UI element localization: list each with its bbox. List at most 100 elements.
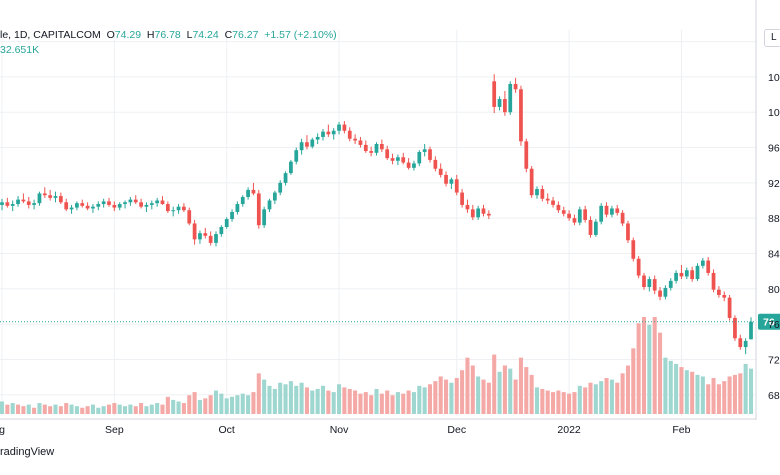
- volume-bar: [58, 406, 63, 414]
- candle-body: [652, 279, 657, 291]
- candle-body: [690, 270, 695, 280]
- volume-bar: [26, 404, 31, 414]
- candle-body: [69, 207, 74, 210]
- candle-body: [385, 149, 390, 159]
- candle-body: [37, 193, 42, 204]
- volume-bar: [411, 392, 416, 414]
- candle-body: [658, 290, 662, 297]
- candle-body: [711, 272, 716, 290]
- candle-body: [412, 163, 416, 168]
- candle-body: [278, 182, 283, 193]
- volume-bar: [625, 365, 630, 414]
- volume-bar: [256, 373, 261, 414]
- candle-body: [230, 211, 234, 220]
- volume-bar: [668, 360, 673, 414]
- volume-bar: [716, 384, 721, 414]
- ohlc-legend: le, 1D, CAPITALCOM O74.29 H76.78 L74.24 …: [0, 29, 337, 41]
- candle-body: [326, 131, 331, 135]
- candle-body: [321, 131, 325, 137]
- volume-bar: [524, 367, 529, 414]
- volume-bar: [540, 388, 545, 414]
- y-tick-label: 84: [768, 248, 780, 260]
- candle-body: [117, 204, 122, 208]
- volume-bar: [454, 378, 459, 414]
- candle-body: [695, 265, 700, 280]
- volume-bar: [599, 381, 604, 414]
- candle-body: [631, 240, 636, 259]
- y-tick-label: 68: [768, 390, 780, 402]
- volume-bar: [690, 371, 695, 414]
- candle-body: [733, 317, 737, 339]
- volume-bar: [513, 379, 518, 414]
- candle-body: [620, 212, 625, 224]
- low-value: 74.24: [192, 29, 219, 41]
- volume-bar: [106, 404, 112, 414]
- candle-body: [401, 157, 406, 163]
- volume-bar: [342, 387, 347, 414]
- volume-bar: [679, 367, 684, 414]
- volume-bar: [652, 317, 657, 414]
- volume-bar: [187, 395, 192, 414]
- candle-body: [460, 192, 464, 205]
- candle-body: [85, 205, 90, 209]
- candle-body: [91, 206, 95, 209]
- candle-body: [21, 199, 26, 202]
- volume-bar: [641, 317, 647, 414]
- volume-bar: [0, 401, 5, 414]
- x-tick-label: Sep: [105, 424, 124, 436]
- high-value: 76.78: [154, 29, 181, 41]
- symbol-label[interactable]: le, 1D, CAPITALCOM: [0, 29, 101, 41]
- volume-bar: [80, 407, 85, 414]
- volume-bar: [433, 381, 438, 414]
- scale-mode-button[interactable]: L: [764, 29, 780, 47]
- volume-bar: [706, 384, 711, 414]
- volume-bar: [128, 404, 133, 414]
- candle-body: [96, 204, 101, 207]
- candle-body: [198, 233, 202, 240]
- candle-body: [369, 151, 374, 153]
- candle-body: [64, 202, 69, 210]
- volume-bar: [310, 390, 315, 414]
- low-label: L: [186, 29, 193, 41]
- candle-body: [519, 89, 523, 142]
- candle-body: [214, 234, 218, 243]
- volume-bar: [444, 379, 449, 414]
- volume-bar: [636, 323, 641, 414]
- candle-body: [567, 213, 571, 219]
- close-label: C: [224, 29, 233, 41]
- candle-body: [422, 149, 427, 152]
- candle-body: [58, 196, 63, 203]
- volume-bar: [684, 370, 689, 414]
- volume-bar: [10, 403, 15, 414]
- volume-bar: [572, 392, 577, 414]
- candle-body: [396, 157, 400, 161]
- volume-bar: [133, 406, 138, 414]
- candle-body: [438, 168, 443, 175]
- candle-body: [481, 208, 486, 214]
- candle-body: [75, 203, 79, 208]
- volume-legend: 32.651K: [0, 44, 40, 56]
- volume-bar: [577, 385, 582, 414]
- candle-body: [593, 221, 598, 235]
- volume-bar: [320, 385, 326, 414]
- candle-body: [262, 209, 267, 226]
- volume-bar: [203, 398, 208, 414]
- volume-bar: [481, 379, 486, 414]
- candle-body: [224, 219, 229, 227]
- volume-bar: [288, 381, 293, 414]
- candle-body: [417, 151, 422, 164]
- high-label: H: [146, 29, 155, 41]
- candle-body: [433, 159, 438, 169]
- candle-body: [112, 204, 117, 208]
- volume-bar: [470, 365, 475, 414]
- volume-bar: [181, 403, 186, 414]
- volume-bar: [727, 376, 732, 414]
- candle-body: [679, 272, 684, 277]
- volume-bar: [588, 382, 593, 414]
- candle-body: [717, 289, 721, 295]
- volume-bar: [529, 374, 534, 414]
- volume-bar: [620, 373, 625, 414]
- change-value: +1.57 (+2.10%): [264, 29, 337, 41]
